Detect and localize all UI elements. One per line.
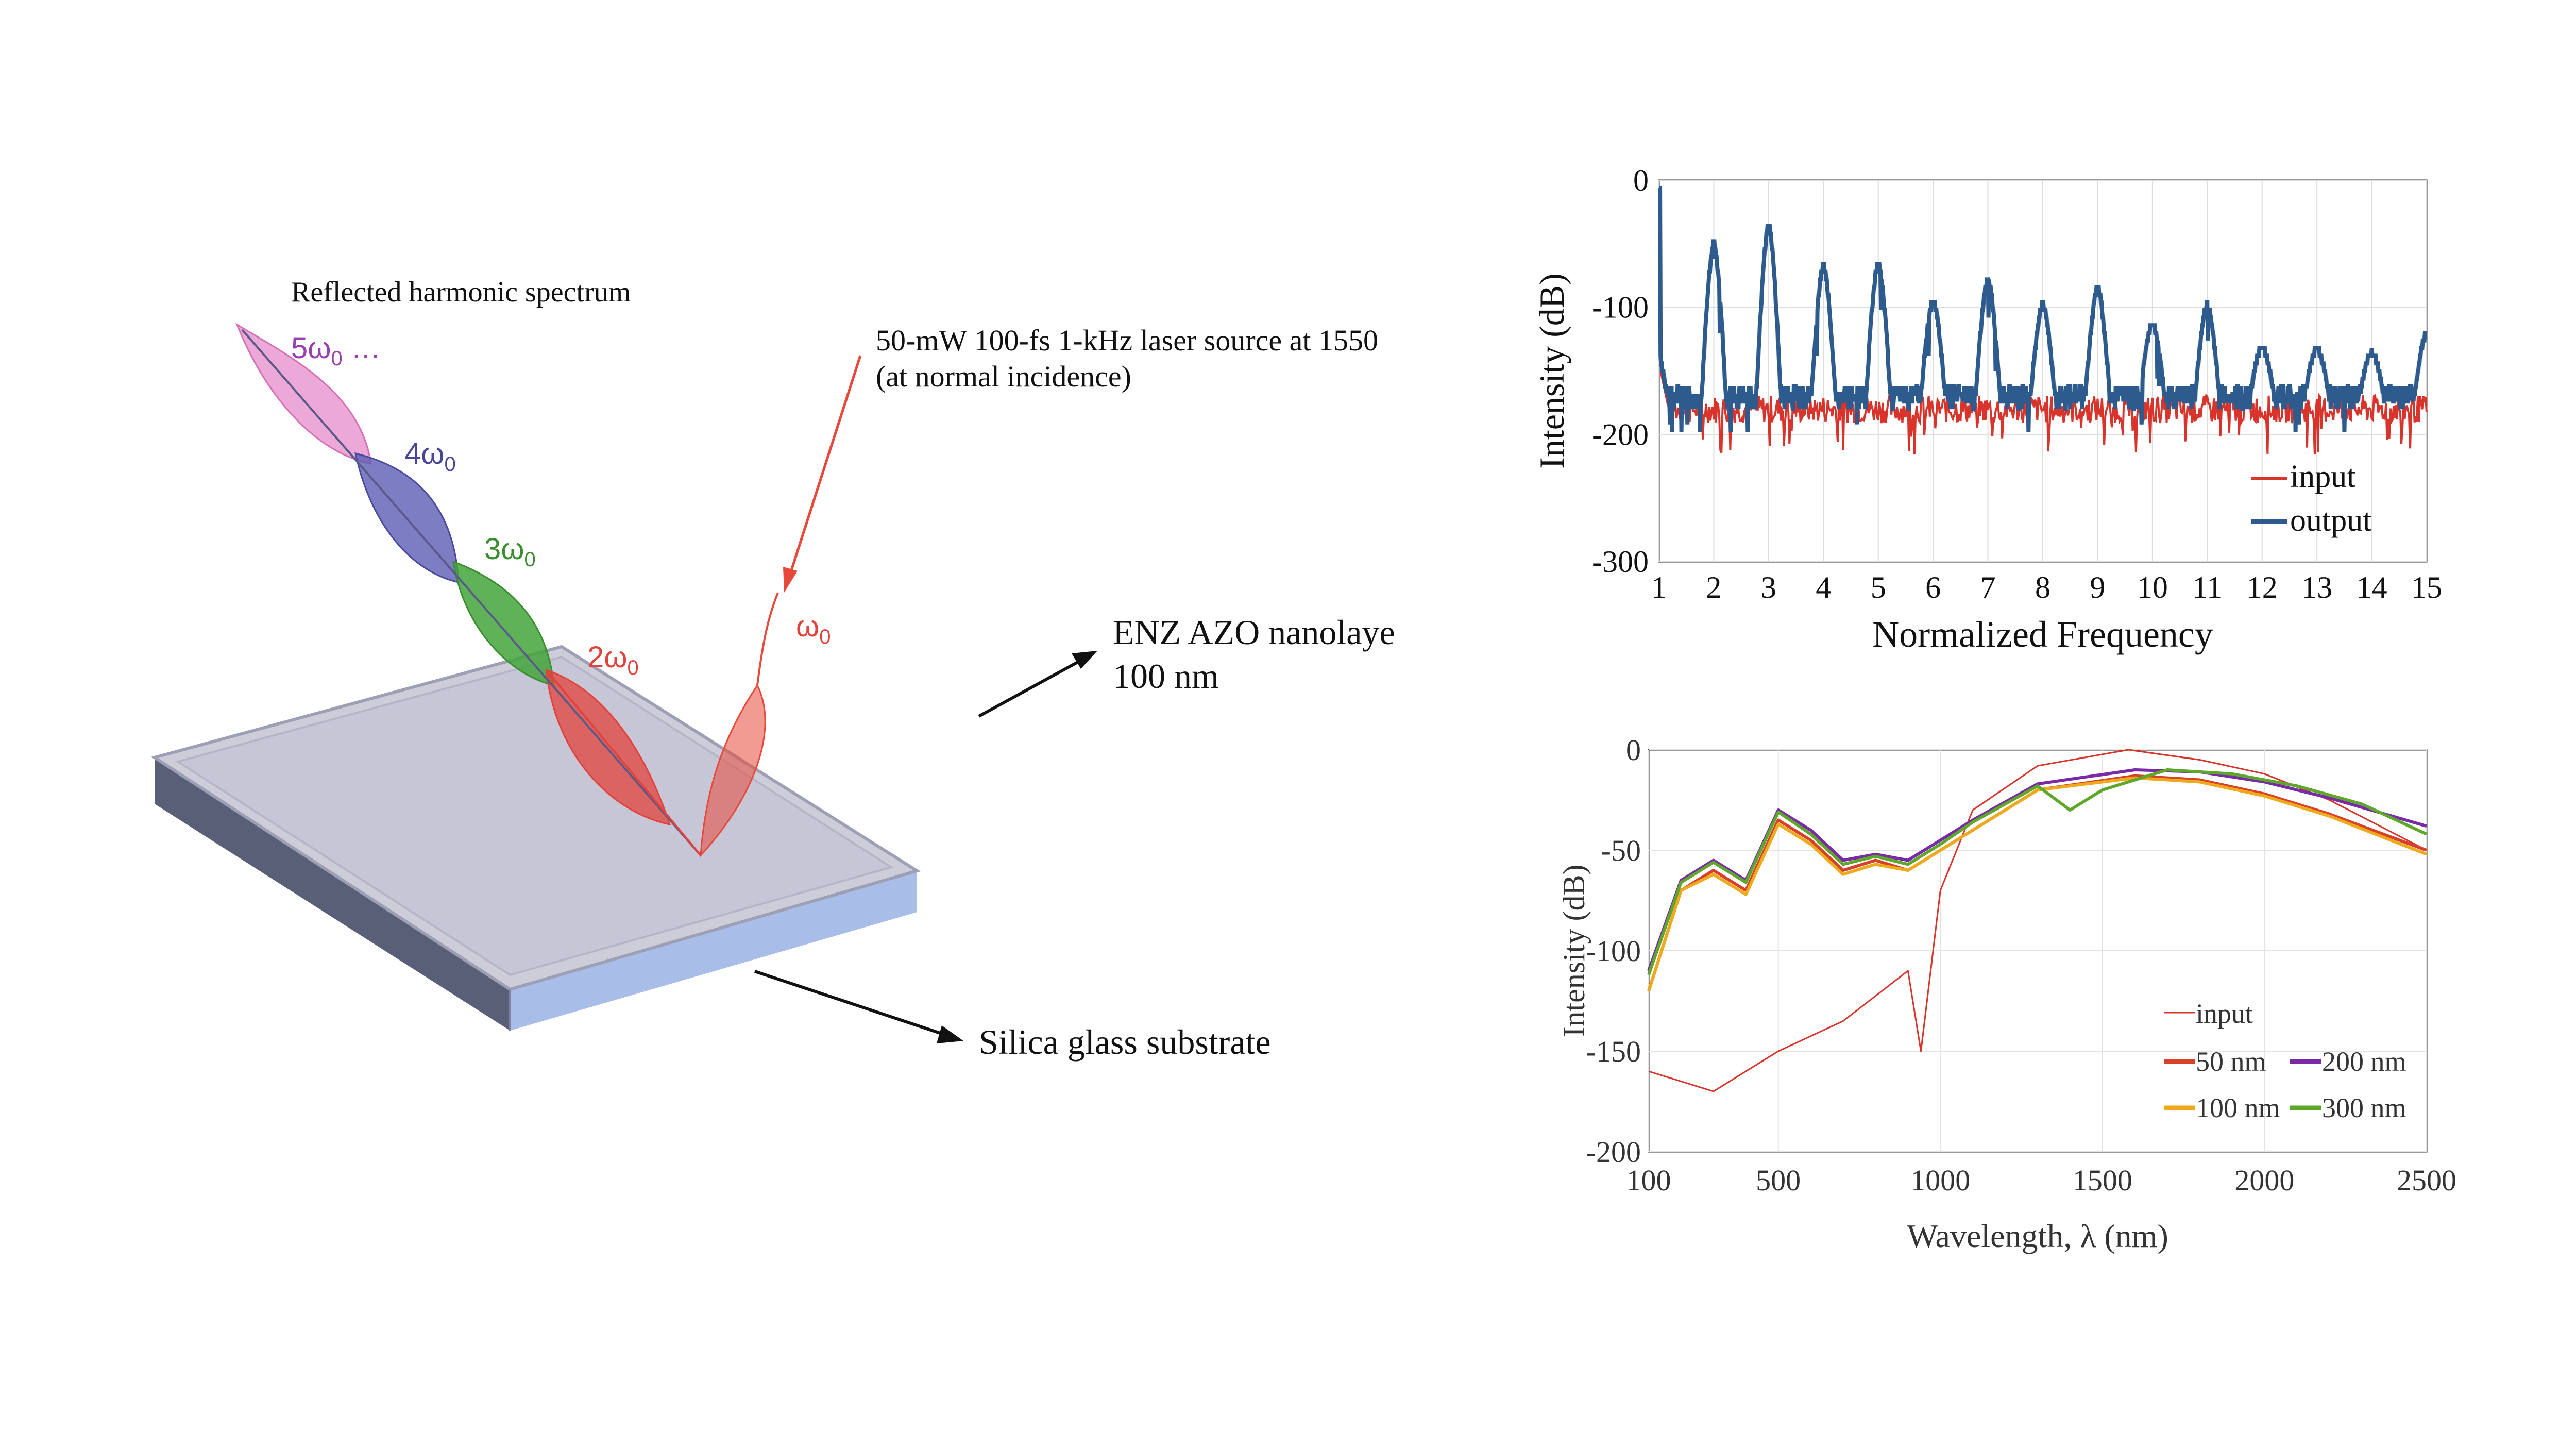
incident-beam-arrow bbox=[789, 355, 862, 572]
chart1-x-tick-label: 6 bbox=[1925, 570, 1941, 604]
chart1-x-tick-label: 9 bbox=[2090, 570, 2105, 604]
chart1-ylabel: Intensity (dB) bbox=[1532, 273, 1571, 469]
chart1-x-ticks: 1 2 3 4 5 6 7 8 9 10 11 12 13 14 15 bbox=[1651, 570, 2442, 604]
chart2-x-tick-label: 100 bbox=[1626, 1164, 1671, 1197]
chart-wavelength: 100 500 1000 1500 2000 2500 0-50-100-150-200 … bbox=[1557, 733, 2456, 1254]
chart1-y-tick-label: -300 bbox=[1592, 545, 1649, 579]
chart2-y-tick-label: -150 bbox=[1586, 1035, 1641, 1068]
chart1-x-tick-label: 4 bbox=[1816, 570, 1831, 604]
chart2-series-line bbox=[1647, 768, 2427, 972]
chart1-x-tick-label: 1 bbox=[1651, 570, 1667, 604]
chart2-x-tick-label: 500 bbox=[1756, 1164, 1801, 1197]
chart1-legend: input output bbox=[2251, 459, 2371, 538]
enz-label-line-1: ENZ AZO nanolaye bbox=[1113, 613, 1395, 652]
laser-line-2: (at normal incidence) bbox=[876, 360, 1131, 393]
omega0-pulse bbox=[700, 592, 779, 858]
chart1-x-tick-label: 10 bbox=[2137, 570, 2168, 604]
chart2-y-tick-label: -100 bbox=[1586, 934, 1641, 968]
chart2-series-line bbox=[1647, 768, 2428, 975]
reflected-title: Reflected harmonic spectrum bbox=[291, 276, 631, 308]
slab-front-face bbox=[510, 871, 917, 1031]
chart2-legend: input 50 nm 200 nm 100 nm 300 nm bbox=[2164, 998, 2406, 1123]
laser-line-1: 50-mW 100-fs 1-kHz laser source at 1550 bbox=[876, 324, 1378, 357]
enz-label-line-2: 100 nm bbox=[1113, 656, 1219, 696]
label-w0: ω0 bbox=[796, 610, 831, 648]
chart2-y-tick-label: -200 bbox=[1586, 1135, 1641, 1169]
chart2-legend-300nm: 300 nm bbox=[2322, 1092, 2406, 1123]
chart2-legend-200nm: 200 nm bbox=[2322, 1046, 2406, 1077]
chart1-x-tick-label: 7 bbox=[1980, 570, 1996, 604]
reflected-red-axis bbox=[545, 669, 702, 856]
chart2-legend-100nm: 100 nm bbox=[2196, 1092, 2280, 1123]
chart1-x-tick-label: 13 bbox=[2301, 570, 2332, 604]
label-4w0: 4ω0 bbox=[404, 437, 456, 476]
substrate-pointer-arrow bbox=[754, 970, 948, 1037]
chart2-legend-input: input bbox=[2196, 998, 2253, 1029]
enz-arrowhead bbox=[1072, 651, 1097, 669]
harmonic-pulses bbox=[235, 323, 702, 856]
chart2-x-tick-label: 1500 bbox=[2073, 1164, 2132, 1197]
chart2-x-ticks: 100 500 1000 1500 2000 2500 bbox=[1626, 1164, 2457, 1197]
chart1-x-tick-label: 14 bbox=[2357, 570, 2387, 604]
chart1-x-tick-label: 5 bbox=[1871, 570, 1886, 604]
slab-left-face bbox=[155, 757, 510, 1031]
chart1-y-tick-label: -200 bbox=[1592, 417, 1649, 451]
chart1-x-tick-label: 8 bbox=[2035, 570, 2050, 604]
chart1-y-tick-label: -100 bbox=[1592, 291, 1649, 325]
chart2-y-tick-label: 0 bbox=[1626, 733, 1641, 767]
chart2-series-line bbox=[1647, 776, 2428, 991]
substrate-arrowhead bbox=[937, 1025, 963, 1043]
chart2-x-tick-label: 2500 bbox=[2397, 1164, 2456, 1197]
chart1-xlabel: Normalized Frequency bbox=[1872, 614, 2213, 655]
substrate-label: Silica glass substrate bbox=[979, 1022, 1271, 1062]
chart-frequency: 1 2 3 4 5 6 7 8 9 10 11 12 13 14 15 0-100-200-300 Norm… bbox=[1532, 163, 2442, 655]
chart2-xlabel: Wavelength, λ (nm) bbox=[1907, 1218, 2168, 1254]
chart1-x-tick-label: 3 bbox=[1761, 570, 1776, 604]
chart1-x-tick-label: 12 bbox=[2247, 570, 2278, 604]
chart2-ylabel: Intensity (dB) bbox=[1557, 865, 1591, 1037]
chart2-x-tick-label: 1000 bbox=[1910, 1164, 1970, 1197]
chart2-y-tick-label: -50 bbox=[1601, 834, 1641, 867]
chart1-x-tick-label: 2 bbox=[1706, 570, 1721, 604]
chart2-x-tick-label: 2000 bbox=[2234, 1164, 2294, 1197]
chart1-legend-input: input bbox=[2290, 459, 2355, 494]
reflected-beam-axis bbox=[241, 329, 702, 856]
chart2-y-ticks: 0 -50 -100 -150 -200 bbox=[1586, 733, 1641, 1169]
enz-diagram: Reflected harmonic spectrum 50-mW 100-fs… bbox=[150, 276, 1395, 1062]
label-2w0: 2ω0 bbox=[587, 641, 639, 679]
chart1-legend-output: output bbox=[2290, 503, 2371, 538]
chart1-x-tick-label: 11 bbox=[2192, 570, 2222, 604]
incident-arrowhead bbox=[783, 567, 798, 593]
chart2-legend-50nm: 50 nm bbox=[2196, 1046, 2266, 1077]
label-5w0: 5ω0 … bbox=[291, 331, 381, 370]
chart2-series-line bbox=[1648, 749, 2427, 1092]
chart1-series-output bbox=[1658, 186, 2427, 432]
chart1-x-tick-label: 15 bbox=[2411, 570, 2442, 604]
chart1-y-tick-label: 0 bbox=[1633, 163, 1649, 197]
chart2-series-group bbox=[1647, 749, 2428, 1092]
label-3w0: 3ω0 bbox=[484, 532, 536, 571]
slab-inner-top bbox=[175, 655, 894, 976]
enz-pointer-arrow bbox=[978, 655, 1088, 718]
chart2-grid bbox=[1648, 749, 2427, 1152]
chart1-y-ticks: 0 -100 -200 -300 bbox=[1592, 163, 1649, 579]
